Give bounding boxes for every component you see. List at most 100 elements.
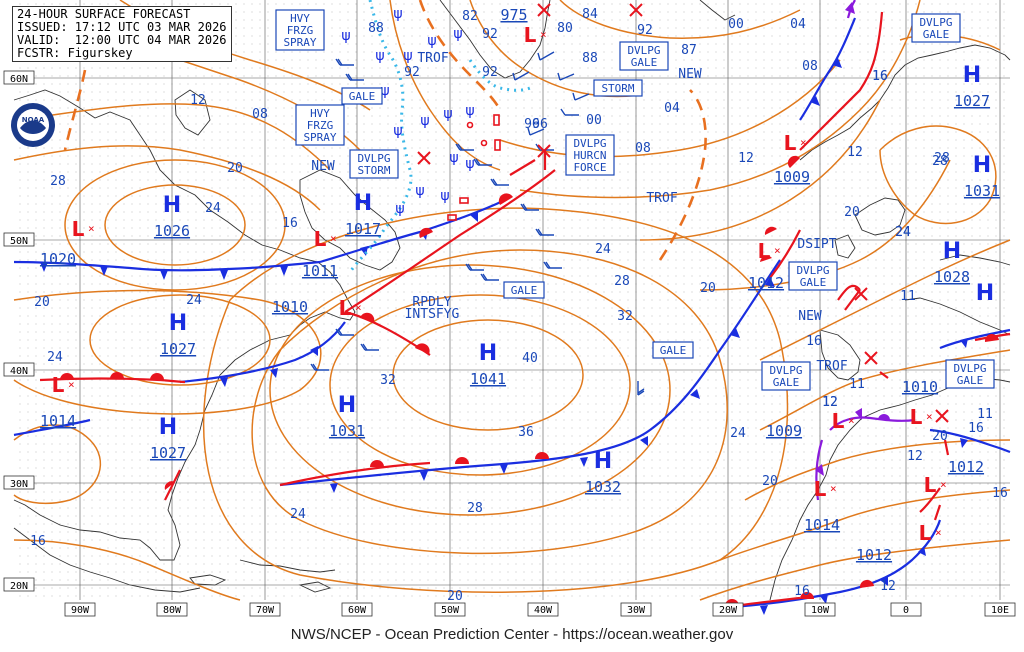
lat-label-box <box>3 232 35 247</box>
lon-label: 90W <box>71 605 90 616</box>
svg-text:ψ: ψ <box>465 156 474 172</box>
map-annotation: 24 <box>290 507 306 522</box>
high-pressure-value: 1041 <box>470 370 506 388</box>
map-annotation: 92 <box>637 23 653 38</box>
high-pressure-value: 1027 <box>160 340 196 358</box>
warning-box-text: DVLPG <box>953 362 986 375</box>
lon-label: 80W <box>163 605 182 616</box>
warning-box-text: HVY <box>310 107 330 120</box>
low-pressure-symbol: L <box>924 473 937 497</box>
lat-label-box <box>3 70 35 85</box>
lon-label: 10E <box>991 605 1009 616</box>
ice-markers <box>447 114 501 221</box>
lat-label-box <box>3 362 35 377</box>
svg-text:ψ: ψ <box>427 33 436 49</box>
low-center-x: × <box>800 136 807 149</box>
low-pressure-value: 1020 <box>40 250 76 268</box>
map-annotation: TROF <box>417 51 448 66</box>
map-annotation: 88 <box>582 51 598 66</box>
svg-text:ψ: ψ <box>453 26 462 42</box>
low-center-x: × <box>940 478 947 491</box>
warning-box-text: DVLPG <box>796 264 829 277</box>
svg-text:ψ: ψ <box>415 183 424 199</box>
lon-label-box <box>804 602 836 617</box>
warning-box-text: SPRAY <box>303 131 336 144</box>
map-annotation: NEW <box>798 309 822 324</box>
map-annotation: 11 <box>900 289 916 304</box>
map-annotation: TROF <box>816 359 847 374</box>
low-pressure-symbol: L <box>758 239 771 263</box>
low-center-x: × <box>330 232 337 245</box>
map-annotation: 00 <box>728 17 744 32</box>
map-annotation: 12 <box>847 145 863 160</box>
lon-label-box <box>890 602 922 617</box>
map-annotation: 12 <box>880 579 896 594</box>
lon-label: 40W <box>534 605 553 616</box>
map-annotation: 92 <box>482 65 498 80</box>
low-pressure-value: 1010 <box>902 378 938 396</box>
map-annotation: 24 <box>730 426 746 441</box>
map-annotation: RPDLY <box>412 295 451 310</box>
svg-text:ψ: ψ <box>341 28 350 44</box>
warning-box-text: DVLPG <box>627 44 660 57</box>
map-annotation: 16 <box>872 69 888 84</box>
high-pressure-value: 1017 <box>345 220 381 238</box>
map-annotation: 20 <box>932 429 948 444</box>
map-annotation: 08 <box>802 59 818 74</box>
warning-box-text: SPRAY <box>283 36 316 49</box>
footer-credit: NWS/NCEP - Ocean Prediction Center - htt… <box>290 626 734 643</box>
map-annotation: 00 <box>586 113 602 128</box>
high-pressure-value: 1027 <box>954 92 990 110</box>
lat-label: 60N <box>10 74 28 85</box>
map-annotation: 12 <box>738 151 754 166</box>
high-pressure-symbol: H <box>159 415 177 440</box>
isobars <box>13 0 1011 601</box>
map-annotation: 20 <box>34 295 50 310</box>
low-pressure-symbol: L <box>524 23 537 47</box>
low-forecast-x-marks <box>417 3 949 423</box>
forecast-header: 24-HOUR SURFACE FORECAST ISSUED: 17:12 UT… <box>12 6 232 62</box>
map-annotation: 24 <box>895 225 911 240</box>
warning-box-text: FRZG <box>287 24 314 37</box>
map-annotation: 04 <box>790 17 806 32</box>
map-annotation: 28 <box>614 274 630 289</box>
warning-box <box>341 87 383 105</box>
warning-box <box>593 79 643 97</box>
map-annotation: 11 <box>849 377 865 392</box>
map-annotation: TROF <box>646 191 677 206</box>
warning-box-text: DVLPG <box>919 16 952 29</box>
low-pressure-symbol: L <box>784 131 797 155</box>
warning-box <box>619 41 669 71</box>
lon-label-box <box>249 602 281 617</box>
low-pressure-symbol: L <box>314 227 327 251</box>
troughs <box>63 0 707 261</box>
low-pressure-value: 975 <box>500 6 527 24</box>
high-pressure-symbol: H <box>976 281 994 306</box>
warning-box-text: DVLPG <box>357 152 390 165</box>
map-annotation: NEW <box>678 67 702 82</box>
map-annotation: 24 <box>595 242 611 257</box>
map-annotation: 20 <box>844 205 860 220</box>
map-annotation: 80 <box>557 21 573 36</box>
lat-label-box <box>3 577 35 592</box>
map-annotation: 28 <box>50 174 66 189</box>
low-pressure-symbol: L <box>72 217 85 241</box>
wind-barbs <box>310 51 645 396</box>
warning-box <box>945 359 995 389</box>
map-annotation: 24 <box>205 201 221 216</box>
low-pressure-symbol: L <box>919 521 932 545</box>
svg-text:ψ: ψ <box>443 106 452 122</box>
low-pressure-value: 1014 <box>40 412 76 430</box>
map-annotation: 92 <box>404 65 420 80</box>
map-annotation: 24 <box>895 225 911 240</box>
map-annotation: 16 <box>282 216 298 231</box>
map-annotation: 96 <box>524 117 540 132</box>
high-pressure-value: 1031 <box>329 422 365 440</box>
map-annotation: 08 <box>252 107 268 122</box>
warning-box <box>295 104 345 146</box>
low-pressure-value: 1014 <box>804 516 840 534</box>
map-annotation: 12 <box>822 395 838 410</box>
map-annotation: 40 <box>522 351 538 366</box>
warning-box <box>652 341 694 359</box>
